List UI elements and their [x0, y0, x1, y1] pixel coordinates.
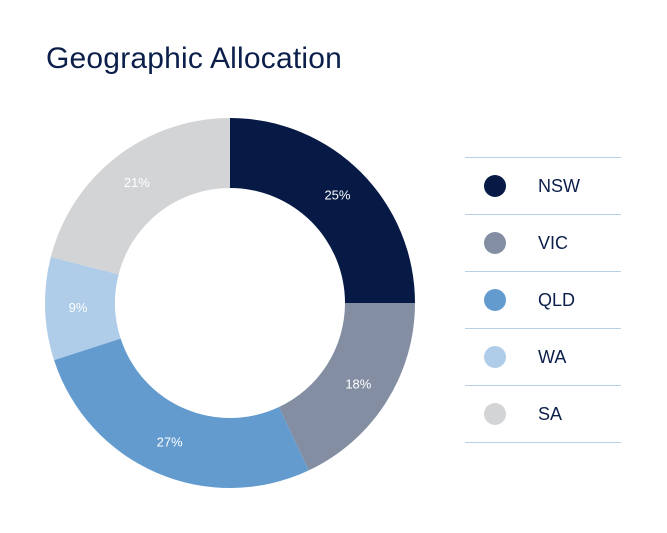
data-label-vic: 18% [345, 376, 371, 391]
legend-swatch-icon [484, 175, 506, 197]
legend-item-sa: SA [465, 385, 621, 443]
legend-item-nsw: NSW [465, 157, 621, 214]
legend-item-qld: QLD [465, 271, 621, 328]
legend-label: VIC [538, 232, 569, 253]
slice-nsw [230, 118, 415, 303]
legend-item-vic: VIC [465, 214, 621, 271]
legend-swatch-icon [484, 403, 506, 425]
legend-item-wa: WA [465, 328, 621, 385]
legend-label: WA [538, 346, 567, 367]
slice-wa [45, 256, 121, 361]
data-label-sa: 21% [124, 175, 150, 190]
data-label-nsw: 25% [324, 188, 350, 203]
data-label-wa: 9% [69, 300, 88, 315]
data-label-qld: 27% [157, 434, 183, 449]
legend-label: NSW [538, 175, 580, 196]
legend: NSW VIC QLD WA SA [465, 157, 621, 443]
slice-qld [54, 338, 309, 488]
legend-swatch-icon [484, 232, 506, 254]
legend-swatch-icon [484, 346, 506, 368]
slice-vic [278, 303, 415, 471]
legend-label: SA [538, 403, 563, 424]
chart-title: Geographic Allocation [46, 42, 343, 75]
legend-label: QLD [538, 289, 576, 310]
legend-swatch-icon [484, 289, 506, 311]
slice-sa [50, 118, 230, 275]
